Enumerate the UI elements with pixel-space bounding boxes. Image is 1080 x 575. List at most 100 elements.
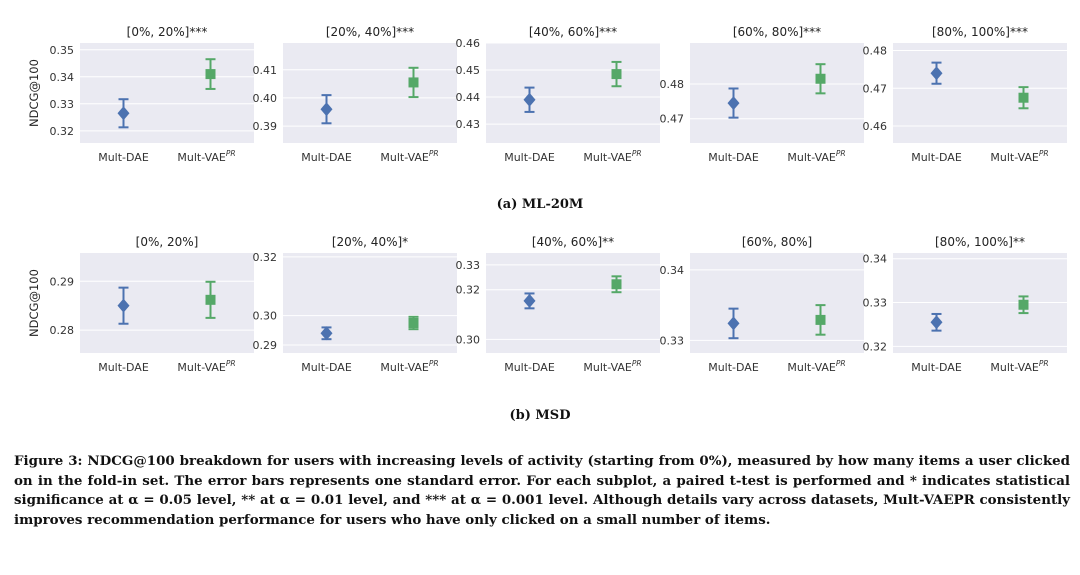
subplot-3: 0.47 0.48 [60%, 80%]*** Mult-DAE Mult-VAEPR bbox=[660, 25, 864, 164]
x-tick-label: Mult-DAE bbox=[301, 361, 352, 374]
y-tick-label: 0.34 bbox=[863, 253, 888, 266]
y-tick-label: 0.47 bbox=[863, 82, 888, 95]
x-tick-label: Mult-VAEPR bbox=[380, 359, 438, 374]
y-tick-label: 0.33 bbox=[50, 98, 75, 111]
chart-panels: 0.32 0.33 0.34 0.35 [0%, 20%]*** NDCG@100 Mult… bbox=[27, 25, 1067, 374]
subplot-2: 0.43 0.44 0.45 0.46 [40%, 60%]*** Mult-DAE Mul… bbox=[456, 25, 660, 164]
mean-marker-diamond bbox=[117, 106, 130, 121]
y-tick-label: 0.30 bbox=[456, 333, 481, 346]
y-tick-label: 0.33 bbox=[456, 259, 481, 272]
y-tick-label: 0.46 bbox=[456, 37, 481, 50]
x-tick-label: Mult-DAE bbox=[911, 151, 962, 164]
mean-marker-diamond bbox=[930, 66, 943, 81]
subplot-9: 0.32 0.33 0.34 [80%, 100%]** Mult-DAE Mult-VA… bbox=[863, 235, 1067, 374]
mean-marker-diamond bbox=[727, 316, 740, 331]
mean-marker-square bbox=[205, 69, 216, 80]
plot-area bbox=[283, 253, 457, 353]
figure-caption: Figure 3: NDCG@100 breakdown for users w… bbox=[14, 453, 1070, 528]
plot-area bbox=[283, 43, 457, 143]
plot-area bbox=[893, 43, 1067, 143]
x-tick-label: Mult-VAEPR bbox=[990, 149, 1048, 164]
x-tick-label: Mult-DAE bbox=[708, 151, 759, 164]
mean-marker-square bbox=[205, 294, 216, 305]
mean-marker-square bbox=[611, 279, 622, 290]
y-tick-label: 0.28 bbox=[50, 324, 75, 337]
y-tick-label: 0.29 bbox=[50, 275, 75, 288]
mean-marker-diamond bbox=[523, 92, 536, 107]
y-tick-label: 0.48 bbox=[660, 78, 685, 91]
x-tick-label: Mult-DAE bbox=[301, 151, 352, 164]
y-tick-label: 0.32 bbox=[253, 251, 278, 264]
subplot-title: [0%, 20%] bbox=[136, 235, 199, 249]
y-tick-label: 0.41 bbox=[253, 64, 278, 77]
y-tick-label: 0.39 bbox=[253, 120, 278, 133]
subplot-title: [0%, 20%]*** bbox=[127, 25, 208, 39]
mean-marker-square bbox=[408, 77, 419, 88]
y-tick-label: 0.45 bbox=[456, 64, 481, 77]
y-tick-label: 0.40 bbox=[253, 92, 278, 105]
subplot-8: 0.33 0.34 [60%, 80%] Mult-DAE Mult-VAEPR bbox=[660, 235, 864, 374]
mean-marker-square bbox=[815, 73, 826, 84]
mean-marker-square bbox=[815, 314, 826, 325]
y-tick-label: 0.29 bbox=[253, 339, 278, 352]
y-tick-label: 0.47 bbox=[660, 113, 685, 126]
x-tick-label: Mult-VAEPR bbox=[990, 359, 1048, 374]
mean-marker-square bbox=[408, 318, 419, 328]
subfigure-caption-msd: (b) MSD bbox=[509, 408, 571, 423]
mean-marker-diamond bbox=[727, 96, 740, 111]
mean-marker-diamond bbox=[320, 102, 333, 117]
x-tick-label: Mult-VAEPR bbox=[787, 359, 845, 374]
y-tick-label: 0.33 bbox=[660, 334, 685, 347]
y-tick-label: 0.32 bbox=[50, 125, 75, 138]
subplot-title: [20%, 40%]* bbox=[332, 235, 408, 249]
subplot-4: 0.46 0.47 0.48 [80%, 100%]*** Mult-DAE Mult-V… bbox=[863, 25, 1067, 164]
subplot-title: [40%, 60%]*** bbox=[529, 25, 617, 39]
subplot-7: 0.30 0.32 0.33 [40%, 60%]** Mult-DAE Mult-VAE… bbox=[456, 235, 660, 374]
subplot-title: [20%, 40%]*** bbox=[326, 25, 414, 39]
y-tick-label: 0.34 bbox=[660, 264, 685, 277]
x-tick-label: Mult-DAE bbox=[911, 361, 962, 374]
x-tick-label: Mult-DAE bbox=[504, 151, 555, 164]
y-tick-label: 0.44 bbox=[456, 91, 481, 104]
y-tick-label: 0.46 bbox=[863, 120, 888, 133]
y-tick-label: 0.33 bbox=[863, 297, 888, 310]
x-tick-label: Mult-VAEPR bbox=[583, 359, 641, 374]
subplot-5: 0.28 0.29 [0%, 20%] NDCG@100 Mult-DAE Mult-VA… bbox=[27, 235, 254, 374]
y-tick-label: 0.48 bbox=[863, 45, 888, 58]
y-tick-label: 0.30 bbox=[253, 310, 278, 323]
y-axis-label: NDCG@100 bbox=[27, 269, 41, 337]
plot-area bbox=[486, 253, 660, 353]
x-tick-label: Mult-VAEPR bbox=[177, 359, 235, 374]
x-tick-label: Mult-DAE bbox=[504, 361, 555, 374]
subfigure-caption-ml20m: (a) ML-20M bbox=[496, 197, 584, 212]
y-tick-label: 0.32 bbox=[456, 284, 481, 297]
x-tick-label: Mult-DAE bbox=[708, 361, 759, 374]
mean-marker-diamond bbox=[930, 315, 943, 330]
y-tick-label: 0.32 bbox=[863, 340, 888, 353]
x-tick-label: Mult-VAEPR bbox=[177, 149, 235, 164]
plot-area bbox=[80, 43, 254, 143]
subplot-title: [60%, 80%] bbox=[742, 235, 812, 249]
x-tick-label: Mult-DAE bbox=[98, 151, 149, 164]
y-axis-label: NDCG@100 bbox=[27, 59, 41, 127]
mean-marker-square bbox=[611, 69, 622, 80]
plot-area bbox=[80, 253, 254, 353]
x-tick-label: Mult-DAE bbox=[98, 361, 149, 374]
subplot-title: [80%, 100%]** bbox=[935, 235, 1025, 249]
x-tick-label: Mult-VAEPR bbox=[583, 149, 641, 164]
subplot-title: [60%, 80%]*** bbox=[733, 25, 821, 39]
x-tick-label: Mult-VAEPR bbox=[787, 149, 845, 164]
mean-marker-diamond bbox=[117, 298, 130, 313]
subplot-title: [80%, 100%]*** bbox=[932, 25, 1028, 39]
mean-marker-diamond bbox=[320, 326, 333, 341]
mean-marker-square bbox=[1018, 299, 1029, 310]
plot-area bbox=[690, 253, 864, 353]
mean-marker-square bbox=[1018, 92, 1029, 103]
y-tick-label: 0.35 bbox=[50, 44, 75, 57]
plot-area bbox=[486, 43, 660, 143]
subplot-6: 0.29 0.30 0.32 [20%, 40%]* Mult-DAE Mult-VAEP… bbox=[253, 235, 457, 374]
subplot-1: 0.39 0.40 0.41 [20%, 40%]*** Mult-DAE Mult-VA… bbox=[253, 25, 457, 164]
subplot-title: [40%, 60%]** bbox=[532, 235, 614, 249]
x-tick-label: Mult-VAEPR bbox=[380, 149, 438, 164]
plot-area bbox=[690, 43, 864, 143]
